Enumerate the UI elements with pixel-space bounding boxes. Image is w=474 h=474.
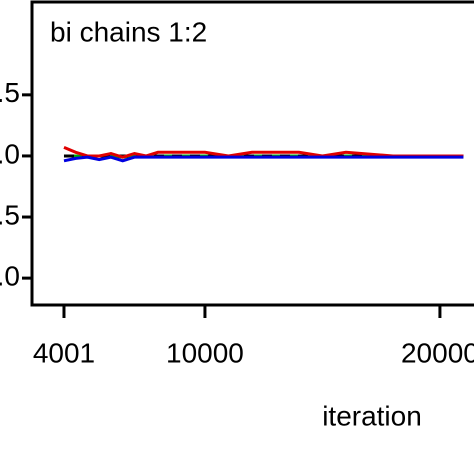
x-tick-label: 4001 <box>33 337 95 368</box>
y-tick-label: 0.5 <box>0 199 20 230</box>
x-axis-label: iteration <box>322 400 422 431</box>
plot-frame <box>30 0 474 307</box>
x-tick-label: 10000 <box>166 337 244 368</box>
series-line <box>63 155 464 163</box>
chart-title: bi chains 1:2 <box>50 16 207 47</box>
x-tick-label: 20000 <box>401 337 474 368</box>
y-tick-label: 0.0 <box>0 261 20 292</box>
y-tick-label: 1.5 <box>0 77 20 108</box>
y-tick-label: 1.0 <box>0 138 20 169</box>
